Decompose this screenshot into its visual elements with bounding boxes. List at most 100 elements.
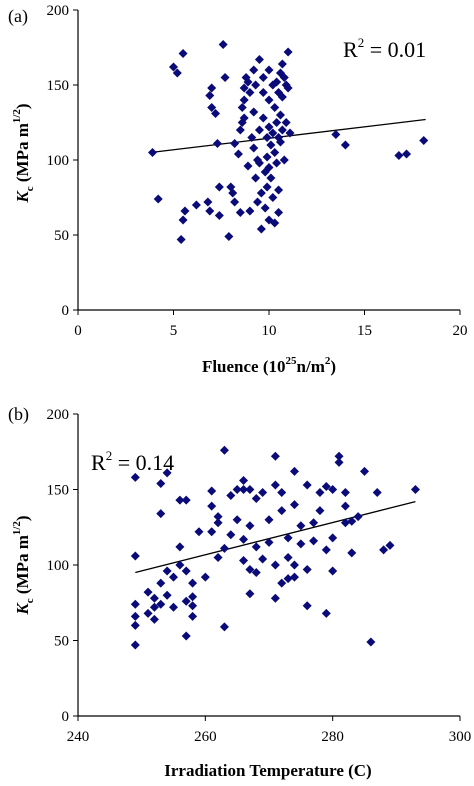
data-point [256,224,266,234]
y-tick-label: 0 [62,303,70,319]
data-point [258,88,268,97]
data-point [264,163,274,172]
data-point [194,527,204,537]
data-point [211,109,221,118]
data-point [366,637,376,647]
data-point [353,512,363,522]
data-point [239,113,249,123]
data-point [302,601,312,611]
data-point [340,518,350,528]
data-point [321,545,331,555]
data-point [207,83,217,93]
data-point [283,574,293,584]
data-point [410,485,420,494]
panel-b-label: (b) [8,404,29,425]
y-tick-label: 200 [47,3,70,19]
data-point [281,118,291,127]
data-point [277,488,287,498]
panel-b-ylabel: Kc (MPa m1/2) [11,515,36,615]
data-point [213,512,223,522]
data-point [239,95,249,105]
data-point [321,608,331,618]
y-tick-label: 50 [54,228,69,244]
data-point [334,451,344,461]
data-point [262,182,272,192]
data-point [268,128,278,138]
data-point [156,478,166,488]
data-point [262,152,272,162]
data-point [272,118,282,127]
panel-a-ylabel: Kc (MPa m1/2) [11,103,36,203]
data-point [181,631,191,641]
y-tick-label: 150 [47,483,70,499]
data-point [328,533,338,543]
data-point [207,527,217,537]
data-point [309,518,319,528]
data-point [258,113,268,123]
data-point [270,103,280,112]
data-point [253,197,263,207]
data-point [205,206,215,216]
data-point [175,542,185,552]
data-point [264,65,274,75]
data-point [256,188,266,198]
y-tick-label: 50 [54,634,69,650]
data-point [176,235,186,244]
y-tick-label: 100 [47,558,70,574]
data-point [220,73,230,82]
data-point [188,592,198,602]
data-point [245,88,255,97]
panel-a: (a) Kc (MPa m1/2) Fluence (1025n/m2) R2 … [8,3,468,376]
data-point [181,596,191,606]
data-point [149,593,159,603]
data-point [296,539,306,549]
data-point [245,521,255,531]
data-point [270,218,280,228]
data-point [239,555,249,565]
data-point [235,125,245,135]
data-point [247,133,257,142]
data-point [254,55,264,64]
data-point [178,49,188,58]
data-point [347,548,357,558]
data-point [340,501,350,511]
data-point [130,472,140,482]
data-point [331,130,341,139]
data-point [347,516,357,526]
data-point [251,494,261,504]
data-point [340,140,350,150]
data-point [270,148,280,157]
data-point [191,200,201,210]
data-point [143,608,153,618]
data-point [394,151,404,160]
data-point [213,552,223,562]
x-tick-label: 20 [453,323,468,339]
data-point [219,445,229,455]
panel-b-r2: R2 = 0.14 [91,448,174,475]
x-tick-label: 240 [67,729,90,745]
data-point [162,566,172,576]
data-point [143,587,153,597]
data-point [277,125,287,135]
data-point [249,143,259,153]
data-point [200,572,210,582]
data-point [149,602,159,612]
data-point [156,578,166,588]
data-point [153,194,163,204]
data-point [169,62,178,72]
x-tick-label: 260 [194,729,217,745]
y-tick-label: 100 [47,153,70,169]
data-point [213,518,223,528]
data-point [245,565,255,575]
panel-a-label: (a) [8,6,28,27]
data-point [251,80,261,90]
data-point [181,566,191,576]
data-point [274,185,284,195]
data-point [245,589,255,599]
data-point [245,485,255,494]
data-point [289,500,299,510]
data-point [207,103,217,112]
data-point [130,551,140,561]
data-point [302,480,312,490]
x-tick-label: 300 [449,729,472,745]
